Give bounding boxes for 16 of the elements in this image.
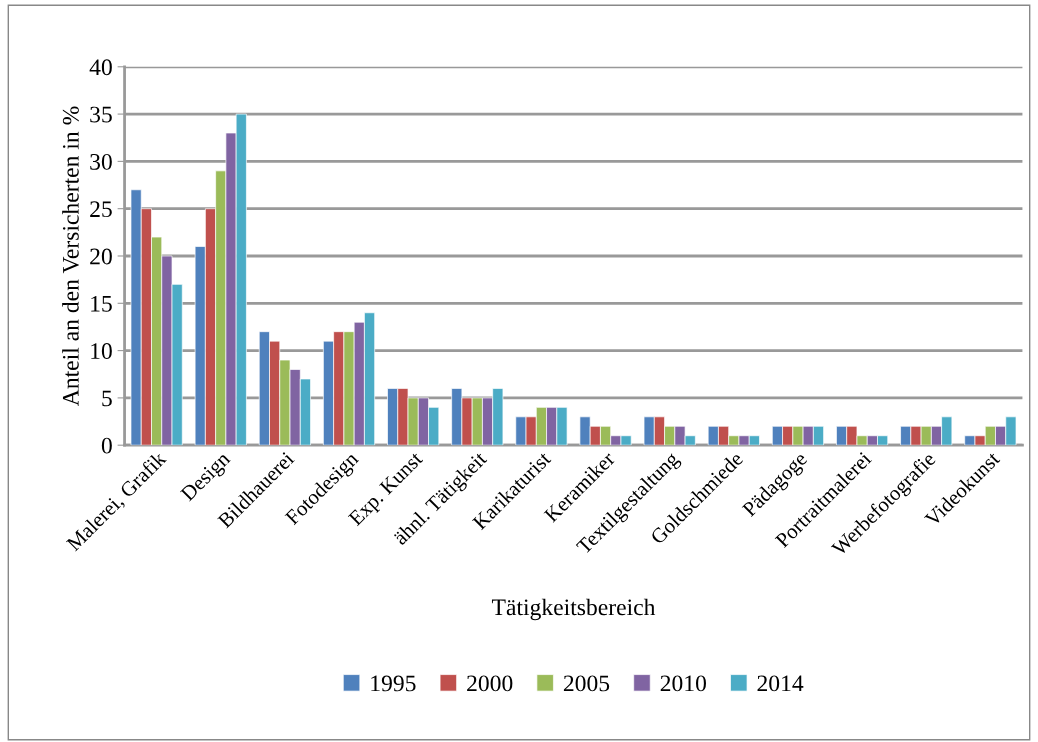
- y-tick-label: 40: [89, 59, 112, 76]
- y-tick-label: 10: [91, 343, 112, 360]
- y-tick-label: 0: [101, 437, 112, 454]
- legend-label: 2014: [757, 675, 804, 692]
- legend-label: 1995: [371, 675, 416, 692]
- y-tick-label: 5: [102, 390, 112, 407]
- y-axis-title: Anteil an den Versicherten in %: [62, 106, 79, 407]
- legend-label: 2005: [563, 675, 610, 692]
- y-tick-label: 20: [90, 248, 112, 265]
- x-axis-title: Tätigkeitsbereich: [491, 598, 656, 621]
- y-tick-label: 30: [90, 153, 112, 170]
- y-tick-label: 35: [90, 106, 112, 123]
- y-tick-label: 15: [91, 295, 112, 312]
- legend-label: 2010: [660, 675, 706, 692]
- y-tick-label: 25: [90, 201, 112, 218]
- legend-label: 2000: [467, 675, 513, 692]
